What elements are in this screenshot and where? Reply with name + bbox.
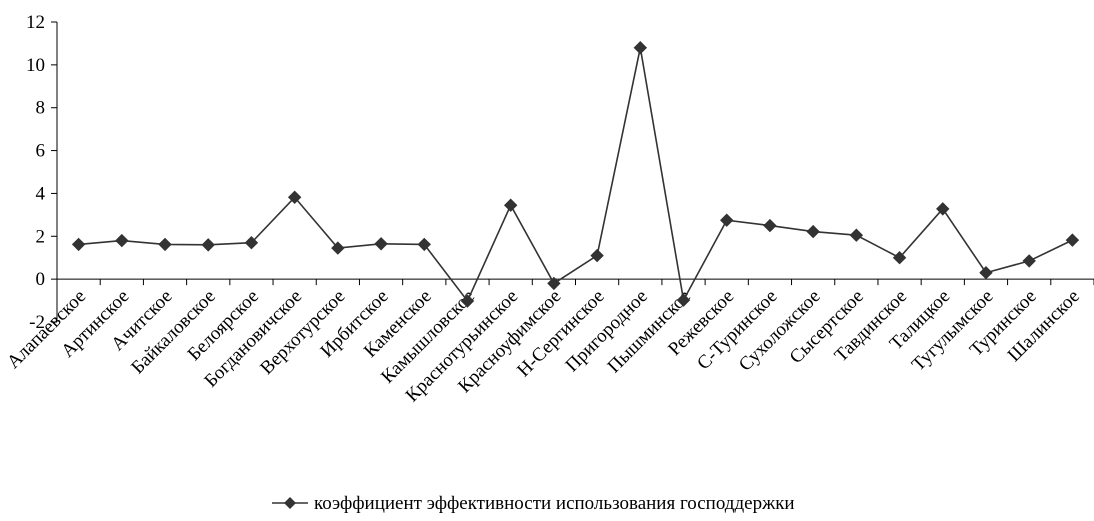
y-tick-label: 8 — [36, 98, 46, 119]
data-point-marker — [158, 237, 172, 252]
data-point-marker — [590, 248, 604, 263]
y-tick-label: 2 — [36, 226, 46, 247]
x-axis: АлапаевскоеАртинскоеАчитскоеБайкаловское… — [3, 278, 1094, 406]
data-point-marker — [503, 198, 518, 212]
data-point-marker — [1022, 254, 1036, 268]
data-point-marker — [633, 41, 648, 55]
data-point-marker — [763, 218, 777, 233]
series-layer — [71, 41, 1080, 308]
y-tick-label: 10 — [26, 55, 45, 76]
data-point-marker — [417, 237, 431, 252]
data-point-marker — [936, 202, 950, 216]
data-point-marker — [547, 276, 561, 291]
data-point-marker — [460, 294, 475, 308]
y-axis: -2 0 2 4 6 8 10 12 — [26, 12, 58, 333]
data-point-marker — [331, 241, 345, 255]
data-point-marker — [849, 228, 864, 242]
data-point-marker — [374, 237, 388, 251]
y-tick-label: 6 — [36, 141, 46, 162]
data-point-marker — [720, 213, 734, 227]
legend-label: коэффициент эффективности использования … — [314, 493, 795, 514]
y-tick-label: -2 — [29, 312, 45, 333]
data-point-marker — [115, 233, 129, 248]
data-point-marker — [201, 238, 215, 252]
data-point-marker — [287, 190, 302, 204]
data-point-marker — [979, 266, 993, 280]
data-point-marker — [1065, 233, 1080, 247]
legend-marker — [284, 497, 296, 509]
legend: коэффициент эффективности использования … — [272, 493, 795, 514]
y-tick-label: 4 — [36, 183, 46, 204]
data-point-marker — [676, 293, 691, 307]
data-point-marker — [892, 251, 907, 265]
series-line — [78, 47, 1073, 303]
data-point-marker — [244, 236, 259, 250]
data-point-marker — [71, 237, 86, 252]
y-tick-label: 12 — [26, 12, 45, 33]
data-point-marker — [806, 224, 820, 239]
y-tick-label: 0 — [36, 269, 46, 290]
